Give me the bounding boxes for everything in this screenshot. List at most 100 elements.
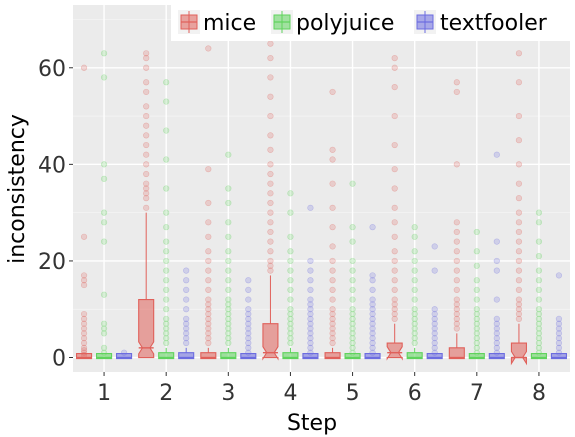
outlier-point	[307, 257, 314, 265]
outlier-point	[391, 55, 398, 62]
outlier-point	[369, 320, 376, 327]
outlier-point	[349, 296, 356, 303]
outlier-point	[183, 277, 190, 284]
outlier-point	[411, 277, 418, 284]
outlier-point	[391, 296, 398, 303]
outlier-point	[80, 272, 88, 279]
outlier-point	[100, 50, 108, 57]
outlier-point	[100, 219, 108, 226]
outlier-point	[535, 339, 543, 347]
outlier-point	[267, 209, 274, 216]
outlier-point	[183, 286, 190, 294]
grid	[73, 5, 570, 372]
x-tick-label: 3	[221, 381, 235, 406]
outlier-point	[369, 277, 376, 284]
outlier-point	[225, 320, 232, 327]
outlier-point	[163, 306, 170, 313]
outlier-point	[287, 233, 294, 240]
outlier-point	[431, 325, 438, 332]
outlier-point	[205, 339, 212, 347]
y-axis: 0 20 40 60	[38, 57, 73, 372]
outlier-point	[391, 166, 398, 173]
outlier-point	[225, 257, 232, 265]
outlier-point	[555, 272, 563, 279]
outlier-point	[307, 267, 314, 274]
outlier-point	[411, 257, 418, 265]
outlier-point	[307, 315, 314, 322]
outlier-point	[183, 339, 190, 347]
outlier-point	[307, 310, 314, 318]
outlier-point	[411, 330, 418, 337]
legend-label-polyjuice: polyjuice	[296, 11, 394, 36]
outlier-point	[515, 112, 523, 120]
outlier-point	[163, 185, 170, 192]
outlier-point	[267, 248, 274, 255]
boxes	[76, 212, 567, 366]
outlier-point	[431, 243, 438, 250]
outlier-point	[391, 286, 398, 294]
outlier-point	[225, 335, 232, 342]
outlier-point	[411, 248, 418, 255]
outlier-point	[100, 320, 108, 327]
outlier-point	[555, 344, 563, 351]
outlier-point	[391, 257, 398, 265]
outlier-point	[245, 325, 252, 332]
outlier-point	[163, 127, 170, 134]
outlier-point	[515, 195, 523, 202]
x-tick-label: 7	[470, 381, 484, 406]
outlier-point	[431, 306, 438, 313]
outlier-point	[245, 320, 252, 327]
outlier-point	[349, 286, 356, 294]
legend-key-textfooler	[414, 10, 436, 34]
outlier-point	[245, 344, 252, 351]
outlier-point	[453, 228, 460, 236]
outlier-point	[287, 320, 294, 327]
outlier-point	[80, 277, 88, 284]
outlier-point	[535, 344, 543, 351]
outlier-point	[349, 277, 356, 284]
outlier-point	[329, 224, 336, 231]
outlier-point	[431, 267, 438, 274]
outlier-point	[287, 310, 294, 318]
outlier-point	[225, 151, 232, 158]
outlier-point	[329, 320, 336, 327]
outlier-point	[267, 161, 274, 168]
x-tick-label: 6	[408, 381, 422, 406]
outlier-point	[411, 335, 418, 342]
box-mice-step-1	[76, 352, 93, 360]
outlier-point	[369, 325, 376, 332]
outlier-point	[349, 320, 356, 327]
outlier-point	[267, 170, 274, 178]
outlier-point	[411, 286, 418, 294]
outlier-point	[411, 315, 418, 322]
box-body	[138, 299, 155, 359]
outlier-point	[143, 195, 150, 202]
x-tick-label: 2	[159, 381, 173, 406]
outlier-point	[369, 339, 376, 347]
outlier-point	[267, 190, 274, 197]
outlier-point	[515, 315, 523, 322]
outlier-point	[225, 330, 232, 337]
outlier-point	[80, 281, 88, 289]
legend: mice polyjuice textfooler	[171, 5, 570, 41]
outlier-point	[205, 248, 212, 255]
outlier-point	[431, 315, 438, 322]
outlier-point	[143, 132, 150, 139]
outlier-point	[493, 325, 500, 332]
outlier-point	[163, 156, 170, 163]
outlier-point	[80, 315, 88, 322]
outlier-point	[163, 277, 170, 284]
x-tick-label: 8	[532, 381, 546, 406]
outlier-point	[225, 315, 232, 322]
outlier-point	[100, 238, 108, 245]
outlier-point	[391, 306, 398, 313]
outlier-point	[183, 296, 190, 303]
outlier-point	[163, 335, 170, 342]
y-tick-label: 40	[38, 153, 66, 178]
outlier-point	[267, 262, 274, 269]
outlier-point	[267, 146, 274, 153]
x-axis-title: Step	[287, 411, 337, 436]
box-mice-step-3	[200, 347, 217, 360]
outlier-point	[307, 320, 314, 327]
